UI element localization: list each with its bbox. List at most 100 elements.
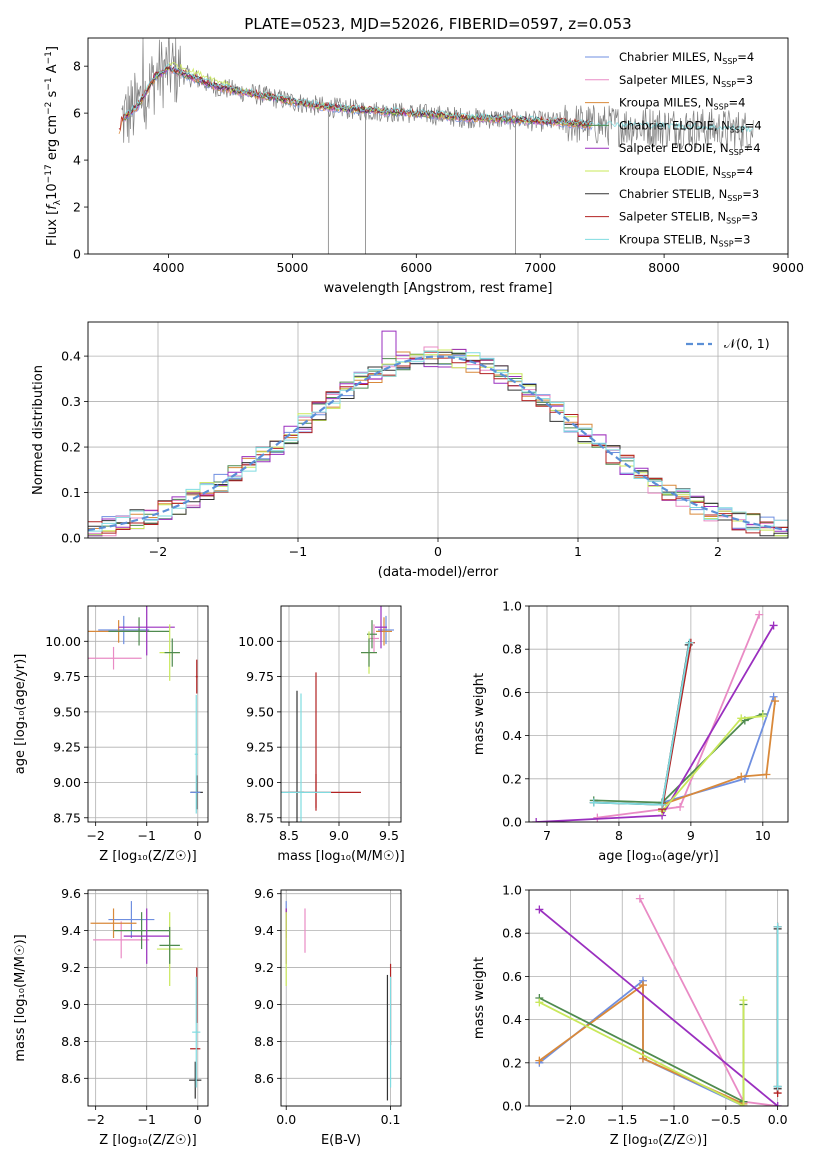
y-label-part: 10 (45, 183, 60, 200)
axes-frame (280, 605, 402, 823)
y-label-part: Flux [ (45, 210, 60, 246)
legend-suffix: =3 (741, 210, 758, 224)
legend-suffix: =3 (736, 73, 753, 87)
axes-frame (87, 321, 789, 539)
weight-marker (755, 610, 764, 619)
x-axis-label: Z [log₁₀(Z/Z☉)] (99, 1133, 196, 1148)
x-tick-label: 7000 (524, 260, 556, 275)
panel-mass_vs_Z: −2 −1 0 8.6 8.8 9.0 9.2 9.4 9.6 Z [log₁₀(Z/Z☉)] ma… (13, 886, 209, 1148)
axes-frame (87, 889, 209, 1107)
weight-line (639, 898, 778, 1106)
weight-marker (685, 638, 694, 647)
panel-mass_vs_ebv: 0.0 0.1 8.6 8.8 9.0 9.2 9.4 9.6 E(B-V) (254, 886, 402, 1148)
legend-entry: Salpeter STELIB, NSSP=3 (619, 210, 758, 226)
weight-line (538, 1000, 745, 1106)
y-tick-label: 8 (73, 59, 81, 74)
x-tick-label: −1 (138, 828, 156, 843)
y-tick-label: 1.0 (502, 599, 522, 614)
x-tick-label: 9 (687, 828, 695, 843)
x-tick-label: 0.0 (276, 1112, 296, 1127)
y-tick-label: 6 (73, 106, 81, 121)
legend-name: Chabrier STELIB, N (619, 187, 727, 201)
weight-marker (739, 1102, 748, 1106)
plot-area-mass_vs_Z (90, 901, 202, 1099)
weight-line (593, 644, 690, 806)
weight-marker (773, 1102, 782, 1106)
y-tick-label: 0.0 (502, 815, 522, 830)
legend-name: Salpeter ELODIE, N (619, 141, 729, 155)
weight-marker (758, 712, 767, 721)
legend-suffix: =4 (744, 141, 761, 155)
weight-marker (762, 770, 771, 779)
y-tick-label: 9.4 (61, 923, 81, 938)
y-label-part: −1 (44, 51, 54, 64)
x-tick-label: 7 (543, 828, 551, 843)
y-label-part: −17 (44, 164, 54, 183)
y-tick-label: 9.00 (53, 775, 81, 790)
weight-marker (638, 981, 647, 990)
x-tick-label: 0.1 (381, 1112, 401, 1127)
panel-age_vs_Z: −2 −1 0 8.75 9.00 9.25 9.50 9.75 10.00 Z [log₁₀(Z… (13, 605, 209, 864)
legend-entry: Chabrier ELODIE, NSSP=4 (619, 118, 762, 134)
y-tick-label: 0.2 (502, 771, 522, 786)
y-tick-label: 9.50 (53, 704, 81, 719)
y-tick-label: 0.0 (61, 531, 81, 546)
y-tick-label: 0 (73, 247, 81, 262)
axes-frame (528, 605, 789, 823)
y-label-part: −1 (44, 77, 54, 90)
y-tick-label: 8.8 (254, 1034, 274, 1049)
x-tick-label: 2 (714, 544, 722, 559)
figure-title: PLATE=0523, MJD=52026, FIBERID=0597, z=0… (244, 15, 631, 33)
y-label-part: erg cm (45, 115, 60, 164)
axes-frame (280, 889, 402, 1107)
x-tick-label: 8000 (648, 260, 680, 275)
weight-marker (737, 772, 746, 781)
y-tick-label: 0.4 (502, 728, 522, 743)
y-tick-label: 10.00 (238, 634, 274, 649)
legend-entry: Salpeter ELODIE, NSSP=4 (619, 141, 761, 157)
legend-name: Kroupa MILES, N (619, 96, 714, 110)
plot-area-weight_vs_age (532, 610, 780, 822)
y-tick-label: 8.75 (53, 810, 81, 825)
legend-sub: SSP (730, 125, 745, 134)
model-spectrum-line (123, 65, 593, 129)
x-tick-label: −0.5 (711, 1112, 741, 1127)
y-tick-label: 9.25 (53, 740, 81, 755)
y-axis-label: Flux [fλ10−17 erg cm−2 s−1 A−1] (44, 46, 63, 246)
weight-marker (535, 998, 544, 1007)
x-tick-label: −1 (138, 1112, 156, 1127)
legend-entry: Chabrier MILES, NSSP=4 (619, 50, 754, 66)
legend-name: Chabrier MILES, N (619, 50, 722, 64)
x-axis-label: E(B-V) (321, 1133, 361, 1148)
x-tick-label: −2 (86, 1112, 104, 1127)
x-tick-label: −1 (289, 544, 307, 559)
y-axis-label: mass weight (472, 957, 487, 1039)
model-spectrum-line (123, 63, 754, 133)
y-tick-label: 8.8 (61, 1034, 81, 1049)
y-tick-label: 10.00 (45, 634, 81, 649)
y-axis-label: mass [log₁₀(M/M☉)] (13, 934, 28, 1061)
y-label-part: λ (53, 199, 63, 205)
y-tick-label: 9.4 (254, 923, 274, 938)
panel-age_vs_mass: 8.5 9.0 9.5 8.75 9.00 9.25 9.50 9.75 10.00 mass [… (238, 605, 405, 864)
y-tick-label: 9.2 (254, 960, 274, 975)
x-tick-label: −2 (149, 544, 167, 559)
weight-marker (532, 818, 541, 822)
legend-entry: 𝒩(0, 1) (724, 336, 770, 351)
x-tick-label: 0 (194, 828, 202, 843)
x-tick-label: 10 (755, 828, 771, 843)
legend-sub: SSP (721, 80, 736, 89)
weight-line (538, 908, 779, 1106)
y-tick-label: 9.75 (246, 669, 274, 684)
weight-marker (769, 621, 778, 630)
weight-marker (769, 692, 778, 701)
y-tick-label: 9.2 (61, 960, 81, 975)
legend-name: Kroupa STELIB, N (619, 232, 719, 246)
legend-suffix: =4 (729, 96, 746, 110)
y-tick-label: 9.75 (53, 669, 81, 684)
plot-area-residuals (88, 330, 788, 537)
y-tick-label: 0.4 (502, 1012, 522, 1027)
axes-frame (87, 37, 789, 255)
